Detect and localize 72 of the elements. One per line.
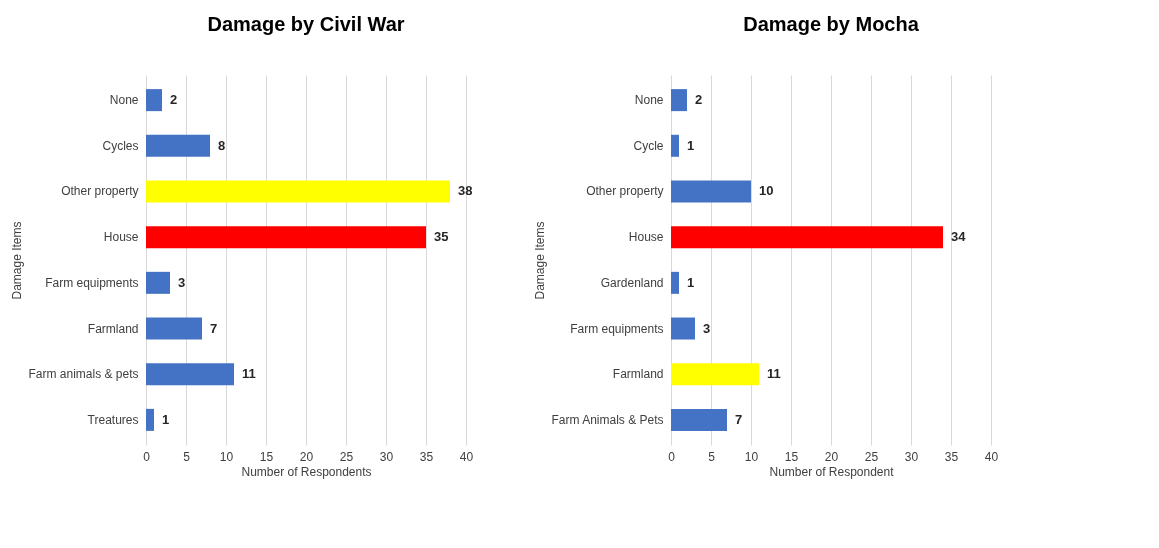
y-tick-label: House: [628, 230, 664, 245]
y-tick-label: Other property: [586, 184, 664, 199]
x-tick-label: 35: [419, 449, 434, 464]
y-tick-label: Gardenland: [600, 275, 664, 290]
y-tick-label: Farm animals & pets: [28, 367, 139, 382]
bar: [671, 408, 727, 431]
x-tick-label: 30: [904, 449, 919, 464]
x-tick-label: 40: [984, 449, 999, 464]
bar: [671, 180, 751, 203]
x-tick-label: 20: [299, 449, 314, 464]
bar: [671, 271, 679, 294]
bar: [146, 363, 234, 386]
bar: [671, 363, 759, 386]
y-tick-label: Farmland: [612, 367, 664, 382]
data-label: 1: [687, 274, 695, 290]
x-tick-label: 15: [259, 449, 274, 464]
x-tick-label: 35: [944, 449, 959, 464]
x-tick-label: 5: [708, 449, 716, 464]
y-tick-label: Cycles: [102, 138, 139, 153]
data-label: 2: [695, 92, 703, 108]
chart-title: Damage by Civil War: [207, 13, 405, 35]
y-tick-label: Farmland: [87, 321, 139, 336]
y-tick-label: Cycle: [633, 138, 664, 153]
y-tick-label: Farm equipments: [45, 275, 139, 290]
y-tick-label: Other property: [61, 184, 139, 199]
data-label: 1: [687, 137, 695, 153]
bar: [146, 271, 170, 294]
bar: [671, 134, 679, 157]
x-tick-label: 0: [668, 449, 676, 464]
x-tick-label: 5: [183, 449, 191, 464]
bar: [146, 89, 162, 112]
bar: [146, 134, 210, 157]
x-tick-label: 15: [784, 449, 799, 464]
bar: [146, 317, 202, 340]
data-label: 3: [178, 274, 186, 290]
bar: [671, 226, 943, 249]
x-tick-label: 30: [379, 449, 394, 464]
data-label: 7: [735, 411, 743, 427]
bar: [146, 408, 154, 431]
x-tick-label: 20: [824, 449, 839, 464]
data-label: 3: [703, 320, 711, 336]
data-label: 34: [951, 229, 967, 245]
data-label: 2: [170, 92, 178, 108]
x-tick-label: 10: [744, 449, 759, 464]
bar: [671, 89, 687, 112]
y-tick-label: None: [109, 93, 139, 108]
x-axis-title: Number of Respondents: [241, 464, 372, 479]
data-label: 8: [218, 137, 226, 153]
data-label: 1: [162, 411, 170, 427]
chart-title: Damage by Mocha: [743, 13, 920, 35]
data-label: 10: [759, 183, 774, 199]
bar: [671, 317, 695, 340]
x-axis-title: Number of Respondent: [769, 464, 895, 479]
data-label: 7: [210, 320, 218, 336]
bar: [146, 226, 426, 249]
y-tick-label: House: [103, 230, 139, 245]
y-axis-title: Damage Items: [532, 221, 547, 300]
x-tick-label: 10: [219, 449, 234, 464]
y-tick-label: Farm equipments: [570, 321, 664, 336]
y-tick-label: Treatures: [87, 412, 139, 427]
bar: [146, 180, 450, 203]
x-tick-label: 25: [864, 449, 879, 464]
data-label: 11: [242, 366, 256, 382]
x-tick-label: 25: [339, 449, 354, 464]
data-label: 38: [458, 183, 473, 199]
x-tick-label: 40: [459, 449, 474, 464]
y-tick-label: None: [634, 93, 664, 108]
data-label: 11: [767, 366, 781, 382]
y-axis-title: Damage Items: [10, 221, 25, 300]
y-tick-label: Farm Animals & Pets: [551, 412, 664, 427]
data-label: 35: [434, 229, 449, 245]
x-tick-label: 0: [143, 449, 151, 464]
